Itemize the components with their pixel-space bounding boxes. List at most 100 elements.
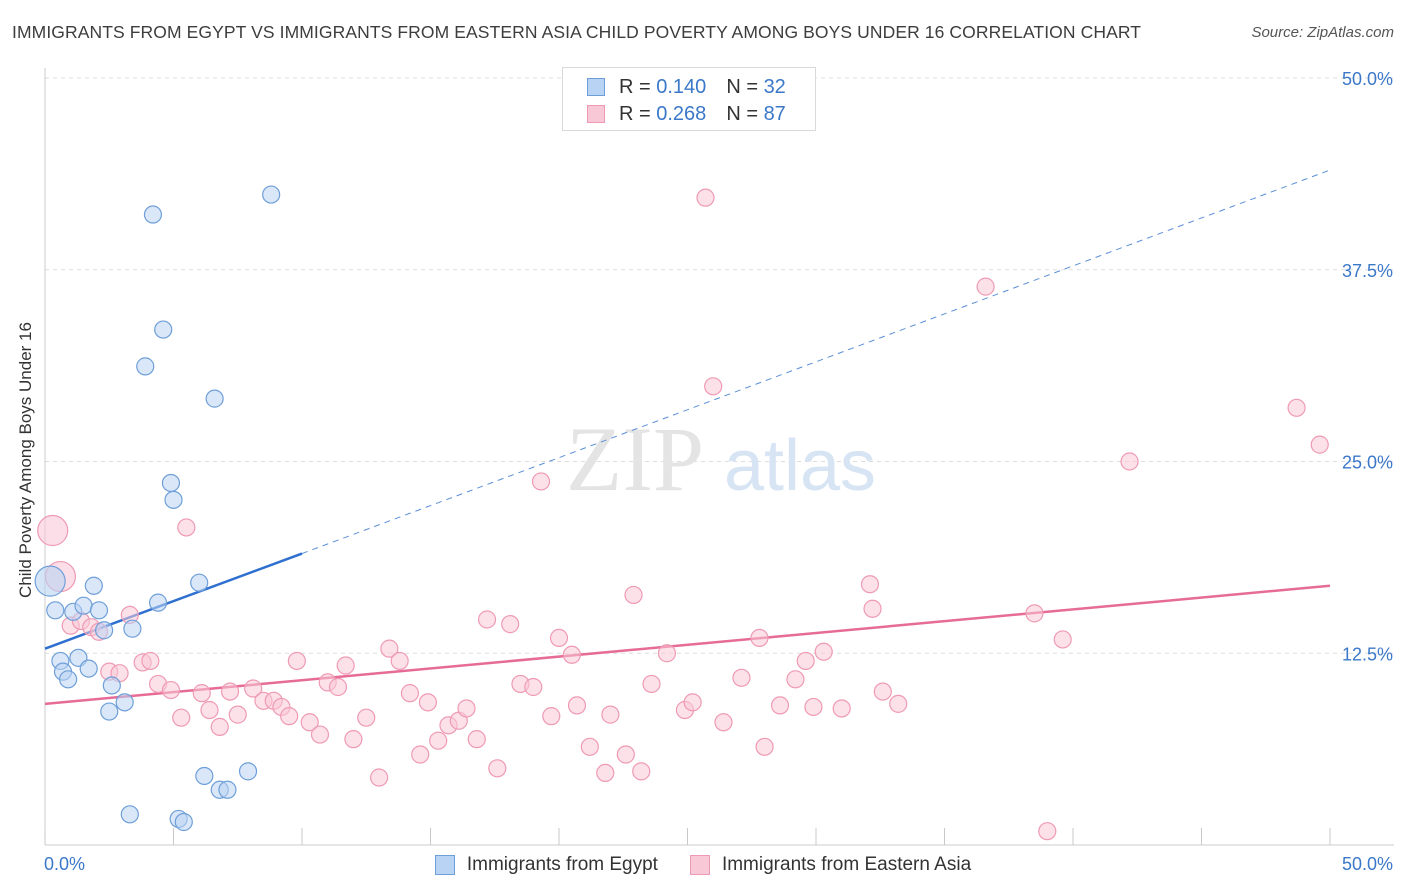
point-eastern-asia — [562, 645, 581, 664]
x-tick-label: 50.0% — [1342, 854, 1393, 874]
point-eastern-asia — [567, 696, 587, 715]
x-tick-label: 0.0% — [44, 854, 85, 874]
point-eastern-asia — [357, 708, 376, 727]
point-egypt — [84, 576, 103, 595]
point-eastern-asia — [860, 575, 880, 594]
legend-r-label: R = — [619, 75, 651, 98]
point-eastern-asia — [280, 707, 299, 726]
point-eastern-asia — [750, 628, 769, 648]
point-egypt — [46, 601, 65, 620]
point-egypt — [205, 389, 224, 408]
watermark: ZIP atlas — [566, 408, 876, 510]
point-eastern-asia — [411, 745, 430, 764]
legend-item-egypt: Immigrants from Egypt — [434, 854, 658, 876]
point-egypt — [79, 659, 98, 678]
legend-r-value: 0.268 — [656, 102, 707, 125]
point-eastern-asia — [531, 472, 551, 491]
point-eastern-asia — [832, 699, 851, 718]
point-eastern-asia — [1310, 435, 1329, 454]
y-tick-label: 12.5% — [1342, 644, 1393, 664]
point-egypt — [123, 619, 142, 638]
legend-swatch-egypt — [587, 78, 605, 96]
point-eastern-asia — [200, 700, 219, 720]
point-eastern-asia — [328, 677, 348, 697]
point-eastern-asia — [1287, 398, 1306, 417]
point-egypt — [74, 596, 93, 615]
point-egypt — [143, 205, 163, 224]
point-eastern-asia — [542, 707, 561, 726]
point-eastern-asia — [488, 759, 507, 778]
point-eastern-asia — [976, 277, 995, 296]
correlation-legend: R = 0.140 N = 32 R = 0.268 N = 87 — [562, 67, 816, 131]
point-eastern-asia — [400, 684, 420, 703]
point-eastern-asia — [244, 679, 263, 698]
point-eastern-asia — [873, 682, 892, 701]
chart-title: IMMIGRANTS FROM EGYPT VS IMMIGRANTS FROM… — [12, 22, 1142, 42]
point-egypt — [190, 573, 209, 592]
gridlines — [45, 77, 1394, 654]
legend-r-label: R = — [619, 102, 651, 125]
point-eastern-asia — [596, 763, 615, 783]
legend-row-eastern-asia: R = 0.268 N = 87 — [587, 103, 786, 125]
axes — [44, 68, 1394, 846]
watermark-atlas: atlas — [724, 426, 876, 506]
point-egypt — [262, 185, 281, 204]
point-eastern-asia — [814, 642, 833, 661]
point-eastern-asia — [863, 599, 882, 618]
point-eastern-asia — [1053, 630, 1072, 649]
point-eastern-asia — [418, 693, 438, 712]
point-eastern-asia — [210, 717, 229, 736]
legend-swatch-egypt — [434, 855, 455, 875]
point-egypt — [136, 357, 155, 376]
point-eastern-asia — [390, 651, 409, 671]
point-eastern-asia — [601, 705, 620, 724]
point-egypt — [148, 593, 168, 612]
point-egypt — [59, 670, 78, 689]
point-eastern-asia — [524, 677, 543, 697]
point-egypt — [161, 473, 181, 493]
point-eastern-asia — [380, 639, 399, 658]
trend-line-eastern-asia — [44, 584, 1331, 706]
point-egypt — [115, 693, 134, 712]
point-egypt — [174, 812, 193, 832]
point-egypt — [102, 676, 121, 695]
point-eastern-asia — [755, 737, 774, 756]
point-eastern-asia — [310, 725, 330, 744]
point-egypt — [34, 565, 66, 597]
point-eastern-asia — [632, 762, 651, 781]
point-eastern-asia — [616, 745, 635, 764]
point-eastern-asia — [192, 684, 211, 703]
point-eastern-asia — [624, 585, 643, 605]
legend-r-value: 0.140 — [656, 75, 707, 98]
point-eastern-asia — [696, 188, 715, 207]
point-egypt — [120, 805, 139, 824]
legend-swatch-eastern-asia — [689, 855, 710, 875]
data-points — [34, 185, 1329, 841]
point-eastern-asia — [177, 518, 196, 537]
point-eastern-asia — [786, 670, 805, 689]
point-eastern-asia — [889, 694, 908, 713]
point-eastern-asia — [220, 682, 240, 701]
point-egypt — [195, 766, 214, 786]
point-egypt — [238, 762, 258, 781]
legend-item-eastern-asia: Immigrants from Eastern Asia — [689, 854, 971, 876]
point-eastern-asia — [642, 674, 661, 694]
point-eastern-asia — [228, 705, 247, 724]
point-egypt — [100, 702, 119, 721]
point-eastern-asia — [580, 737, 599, 756]
series-legend: Immigrants from Egypt Immigrants from Ea… — [0, 852, 1406, 878]
tick-labels: 12.5% 25.0% 37.5% 50.0% 0.0% 50.0% — [44, 69, 1393, 874]
point-eastern-asia — [287, 651, 306, 671]
point-egypt — [89, 601, 109, 620]
source-label: Source: ZipAtlas.com — [1251, 24, 1394, 41]
point-eastern-asia — [1038, 822, 1057, 841]
point-eastern-asia — [344, 730, 363, 749]
point-eastern-asia — [704, 377, 723, 396]
legend-n-value: 32 — [763, 75, 786, 98]
point-egypt — [154, 320, 173, 339]
point-eastern-asia — [657, 644, 677, 663]
point-eastern-asia — [161, 680, 181, 700]
point-eastern-asia — [770, 696, 790, 715]
point-egypt — [164, 490, 183, 509]
legend-n-label: N = — [726, 102, 758, 125]
